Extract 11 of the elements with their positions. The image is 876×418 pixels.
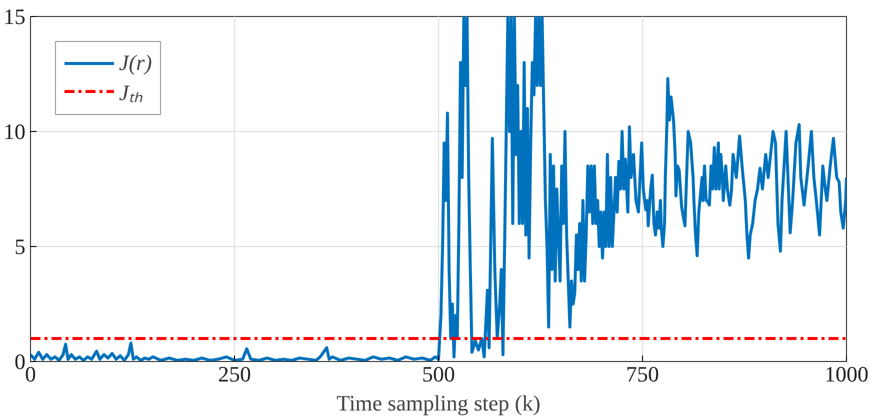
x-tick-label: 1000	[824, 362, 868, 386]
x-axis-title: Time sampling step (k)	[336, 390, 540, 416]
legend-label: J(r)	[119, 50, 152, 76]
line-series	[30, 16, 846, 362]
x-tick-label: 250	[218, 362, 251, 386]
y-tick-label: 10	[4, 119, 26, 144]
y-tick-label: 5	[14, 234, 26, 259]
x-tick-label: 750	[626, 362, 659, 386]
x-tick-label: 500	[422, 362, 455, 386]
legend-label: Jₜₕ	[119, 79, 143, 106]
y-tick-label: 15	[4, 4, 26, 29]
